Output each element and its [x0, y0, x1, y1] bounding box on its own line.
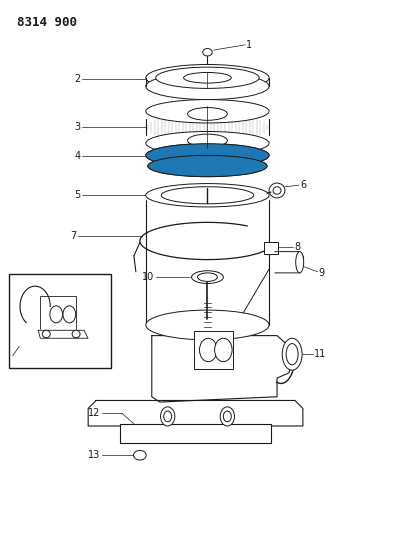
Text: 14: 14	[9, 354, 21, 365]
Ellipse shape	[220, 407, 235, 426]
Text: 13: 13	[88, 450, 100, 460]
Ellipse shape	[198, 273, 217, 281]
Ellipse shape	[161, 187, 254, 204]
Bar	[264, 242, 278, 254]
Polygon shape	[38, 330, 88, 338]
Bar	[40, 296, 76, 330]
Text: 2: 2	[74, 74, 80, 84]
Ellipse shape	[269, 183, 285, 198]
Ellipse shape	[160, 407, 175, 426]
Ellipse shape	[215, 338, 232, 362]
Ellipse shape	[146, 183, 269, 207]
Ellipse shape	[273, 187, 281, 194]
Ellipse shape	[188, 134, 227, 147]
Ellipse shape	[72, 330, 80, 338]
Ellipse shape	[223, 411, 231, 422]
Ellipse shape	[146, 64, 269, 91]
Text: 4: 4	[74, 151, 80, 161]
Ellipse shape	[63, 306, 76, 323]
Text: 12: 12	[88, 408, 100, 418]
Ellipse shape	[146, 144, 269, 167]
Bar	[10, 274, 111, 368]
Text: 3: 3	[74, 122, 80, 132]
Text: 7: 7	[70, 231, 76, 241]
Ellipse shape	[42, 330, 50, 338]
Ellipse shape	[192, 271, 223, 284]
Ellipse shape	[146, 310, 269, 340]
Polygon shape	[275, 252, 304, 273]
Text: 10: 10	[142, 272, 154, 282]
Text: 11: 11	[314, 349, 326, 359]
Ellipse shape	[50, 306, 63, 323]
Text: 8: 8	[294, 243, 300, 252]
Ellipse shape	[200, 338, 217, 362]
Text: 6: 6	[300, 180, 306, 190]
Ellipse shape	[148, 156, 267, 176]
Ellipse shape	[146, 132, 269, 155]
Polygon shape	[88, 400, 303, 426]
Text: 8314 900: 8314 900	[17, 15, 77, 29]
Ellipse shape	[203, 49, 212, 56]
Ellipse shape	[286, 344, 298, 365]
Ellipse shape	[164, 411, 172, 422]
Ellipse shape	[146, 144, 269, 167]
Text: 5: 5	[74, 190, 80, 200]
Ellipse shape	[188, 108, 227, 120]
Bar	[120, 424, 271, 443]
Ellipse shape	[282, 338, 302, 370]
Ellipse shape	[146, 100, 269, 123]
Ellipse shape	[156, 67, 259, 88]
Ellipse shape	[146, 73, 269, 100]
Text: 1: 1	[247, 40, 253, 50]
Bar	[194, 331, 233, 369]
Ellipse shape	[134, 450, 146, 460]
Ellipse shape	[148, 156, 267, 176]
Polygon shape	[152, 336, 293, 402]
Ellipse shape	[296, 252, 304, 273]
Ellipse shape	[184, 72, 231, 83]
Text: 9: 9	[319, 268, 325, 278]
